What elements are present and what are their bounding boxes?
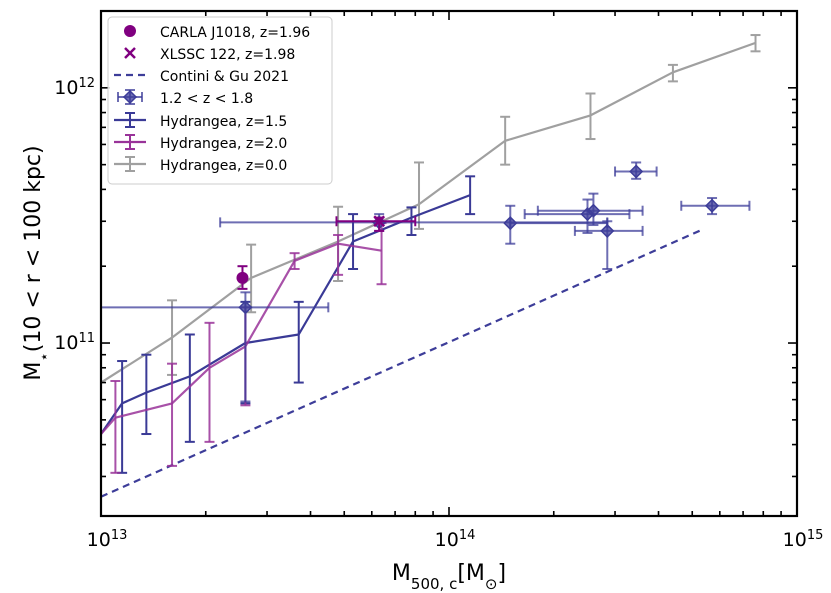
legend-marker-xlssc-b xyxy=(124,47,136,59)
x-axis-label: M500, c[M⊙] xyxy=(392,561,506,593)
legend-marker-obs xyxy=(122,89,138,105)
legend-label-hydrangea-z15: Hydrangea, z=1.5 xyxy=(160,114,287,130)
legend-label-hydrangea-z20: Hydrangea, z=2.0 xyxy=(160,136,287,152)
legend-box xyxy=(107,16,333,185)
legend-marker-carla xyxy=(124,25,136,37)
obs-point-6 xyxy=(629,164,644,179)
obs-point-4 xyxy=(586,203,601,218)
legend-markers xyxy=(114,25,146,172)
x-tick-label-1e13: 1013 xyxy=(87,528,128,552)
legend-label-carla: CARLA J1018, z=1.96 xyxy=(160,25,310,41)
legend-label-hydrangea-z00: Hydrangea, z=0.0 xyxy=(160,158,287,174)
series-line-hyd20 xyxy=(101,242,382,435)
legend-label-contini: Contini & Gu 2021 xyxy=(160,69,289,85)
obs-point-7 xyxy=(704,198,720,213)
x-tick-label-1e15: 1015 xyxy=(783,528,824,552)
y-tick-label-1e12: 1012 xyxy=(54,75,95,99)
series-line-hyd15 xyxy=(101,194,471,435)
series-line-contini xyxy=(101,227,705,498)
plot-series xyxy=(101,34,761,498)
legend-label-observed: 1.2 < z < 1.8 xyxy=(160,91,253,107)
y-tick-label-1e11: 1011 xyxy=(54,331,95,355)
obs-point-2 xyxy=(503,216,518,231)
legend: CARLA J1018, z=1.96 XLSSC 122, z=1.98 Co… xyxy=(107,16,333,185)
xlssc-point-b xyxy=(373,215,386,228)
plot-content xyxy=(101,34,761,498)
y-axis-label: M⋆(10 < r < 100 kpc) xyxy=(21,145,53,380)
carla-point xyxy=(236,271,249,284)
obs-point-5 xyxy=(600,223,615,238)
obs-point-0 xyxy=(238,300,253,315)
x-tick-label-1e14: 1014 xyxy=(435,528,476,552)
axis-ticks xyxy=(100,10,798,516)
legend-label-xlssc: XLSSC 122, z=1.98 xyxy=(160,47,295,63)
